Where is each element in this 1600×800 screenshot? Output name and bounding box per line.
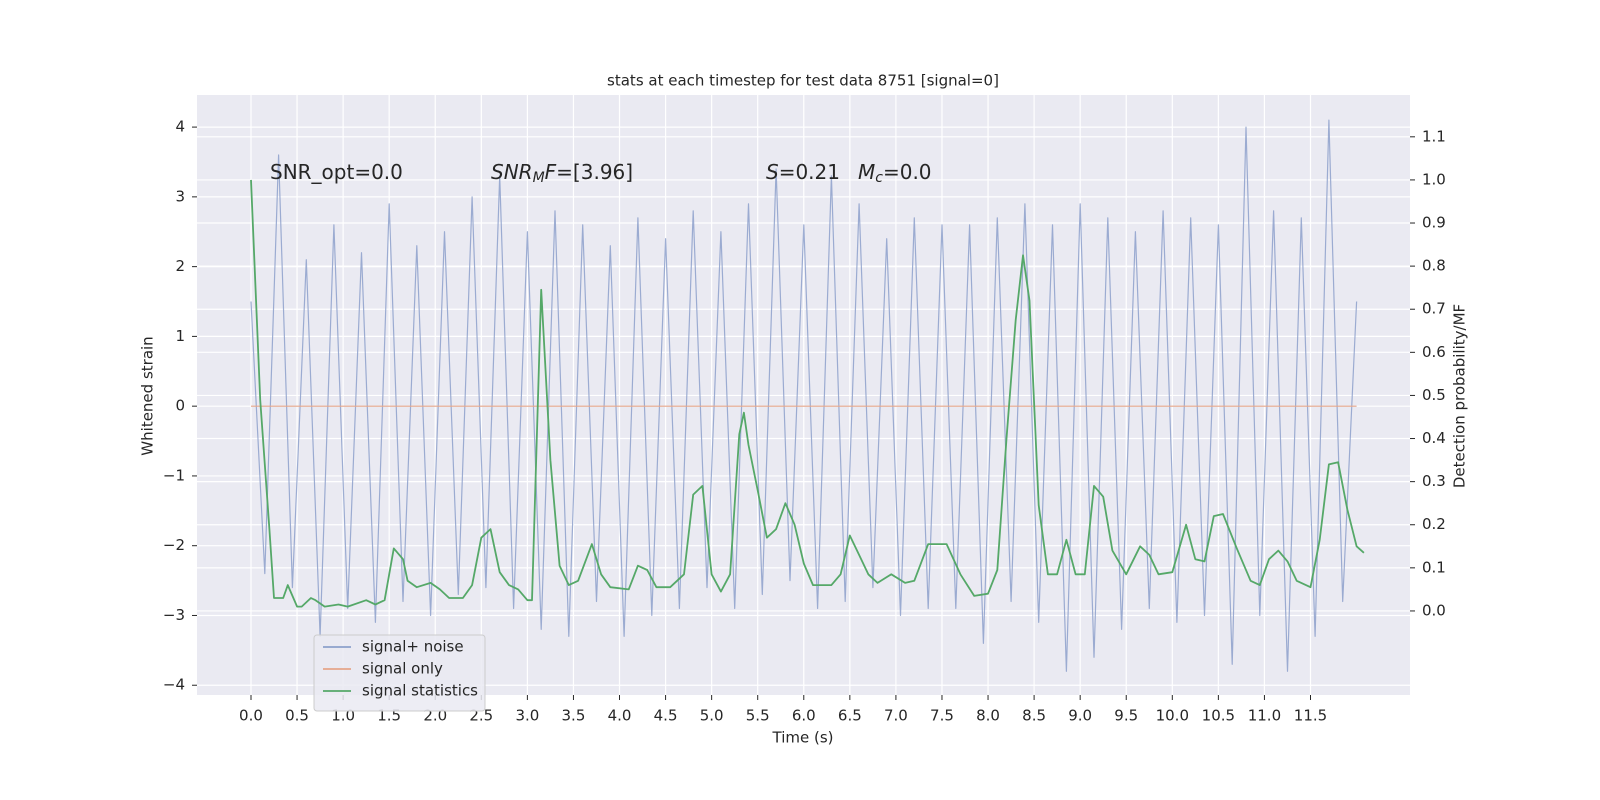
annotation-part: SNR: [491, 160, 533, 184]
y2-tick-label: 0.9: [1422, 214, 1446, 232]
y2-tick-label: 0.3: [1422, 472, 1446, 490]
annotation-part: SNR_opt=0.0: [270, 160, 403, 184]
y2-tick-label: 0.0: [1422, 601, 1446, 619]
annotation-part: c: [875, 170, 883, 186]
legend-box: [313, 634, 486, 712]
series-line: [250, 119, 1358, 672]
x-tick-label: 9.5: [1114, 707, 1138, 725]
y-tick-label: −4: [163, 676, 185, 694]
y2-tick-label: 0.4: [1422, 429, 1446, 447]
x-tick-label: 6.5: [838, 707, 862, 725]
annotation-part: S: [766, 160, 779, 184]
legend-label: signal only: [362, 660, 443, 678]
y2-tick-label: 0.1: [1422, 558, 1446, 576]
x-tick-label: 8.0: [976, 707, 1000, 725]
y-tick-label: 3: [175, 187, 185, 205]
chart-title: stats at each timestep for test data 875…: [607, 72, 999, 90]
y-axis-label: Whitened strain: [139, 336, 157, 455]
x-tick-label: 5.5: [746, 707, 770, 725]
y2-tick-label: 0.2: [1422, 515, 1446, 533]
x-tick-label: 0.0: [239, 707, 263, 725]
y-tick-label: −2: [163, 536, 185, 554]
x-tick-label: 10.5: [1202, 707, 1235, 725]
series-line: [250, 179, 1365, 608]
x-tick-label: 3.5: [562, 707, 586, 725]
x-axis-label: Time (s): [772, 729, 834, 747]
x-tick-label: 6.0: [792, 707, 816, 725]
y2-tick-label: 0.8: [1422, 257, 1446, 275]
annotation: SNR_opt=0.0: [270, 160, 403, 184]
y-tick-label: −1: [163, 466, 185, 484]
x-tick-label: 0.5: [285, 707, 309, 725]
x-tick-label: 4.5: [654, 707, 678, 725]
annotation: S=0.21: [766, 160, 840, 184]
annotation-part: =0.21: [779, 160, 840, 184]
annotation-part: M: [533, 170, 545, 186]
x-tick-label: 10.0: [1156, 707, 1189, 725]
y2-axis-label: Detection probability/MF: [1451, 304, 1469, 488]
y-tick-label: 1: [175, 327, 185, 345]
x-tick-label: 3.0: [515, 707, 539, 725]
x-tick-label: 9.0: [1068, 707, 1092, 725]
y-tick-label: 2: [175, 257, 185, 275]
x-tick-label: 7.0: [884, 707, 908, 725]
legend-label: signal+ noise: [362, 638, 464, 656]
x-tick-label: 5.0: [700, 707, 724, 725]
x-tick-label: 4.0: [608, 707, 632, 725]
y-tick-label: −3: [163, 606, 185, 624]
legend-label: signal statistics: [362, 682, 478, 700]
annotation-part: F: [545, 160, 557, 184]
y2-tick-label: 0.7: [1422, 300, 1446, 318]
y2-tick-label: 0.5: [1422, 386, 1446, 404]
y2-tick-label: 1.0: [1422, 170, 1446, 188]
annotation-part: M: [858, 160, 875, 184]
y2-tick-label: 1.1: [1422, 127, 1446, 145]
x-tick-label: 11.0: [1248, 707, 1281, 725]
x-tick-label: 8.5: [1022, 707, 1046, 725]
x-tick-label: 11.5: [1294, 707, 1327, 725]
annotation-part: =0.0: [883, 160, 932, 184]
annotation-part: =[3.96]: [556, 160, 633, 184]
y2-tick-label: 0.6: [1422, 343, 1446, 361]
y-tick-label: 0: [175, 397, 185, 415]
y-tick-label: 4: [175, 118, 185, 136]
x-tick-label: 7.5: [930, 707, 954, 725]
annotation: Mc=0.0: [858, 160, 932, 187]
annotation: SNRMF=[3.96]: [491, 160, 633, 187]
